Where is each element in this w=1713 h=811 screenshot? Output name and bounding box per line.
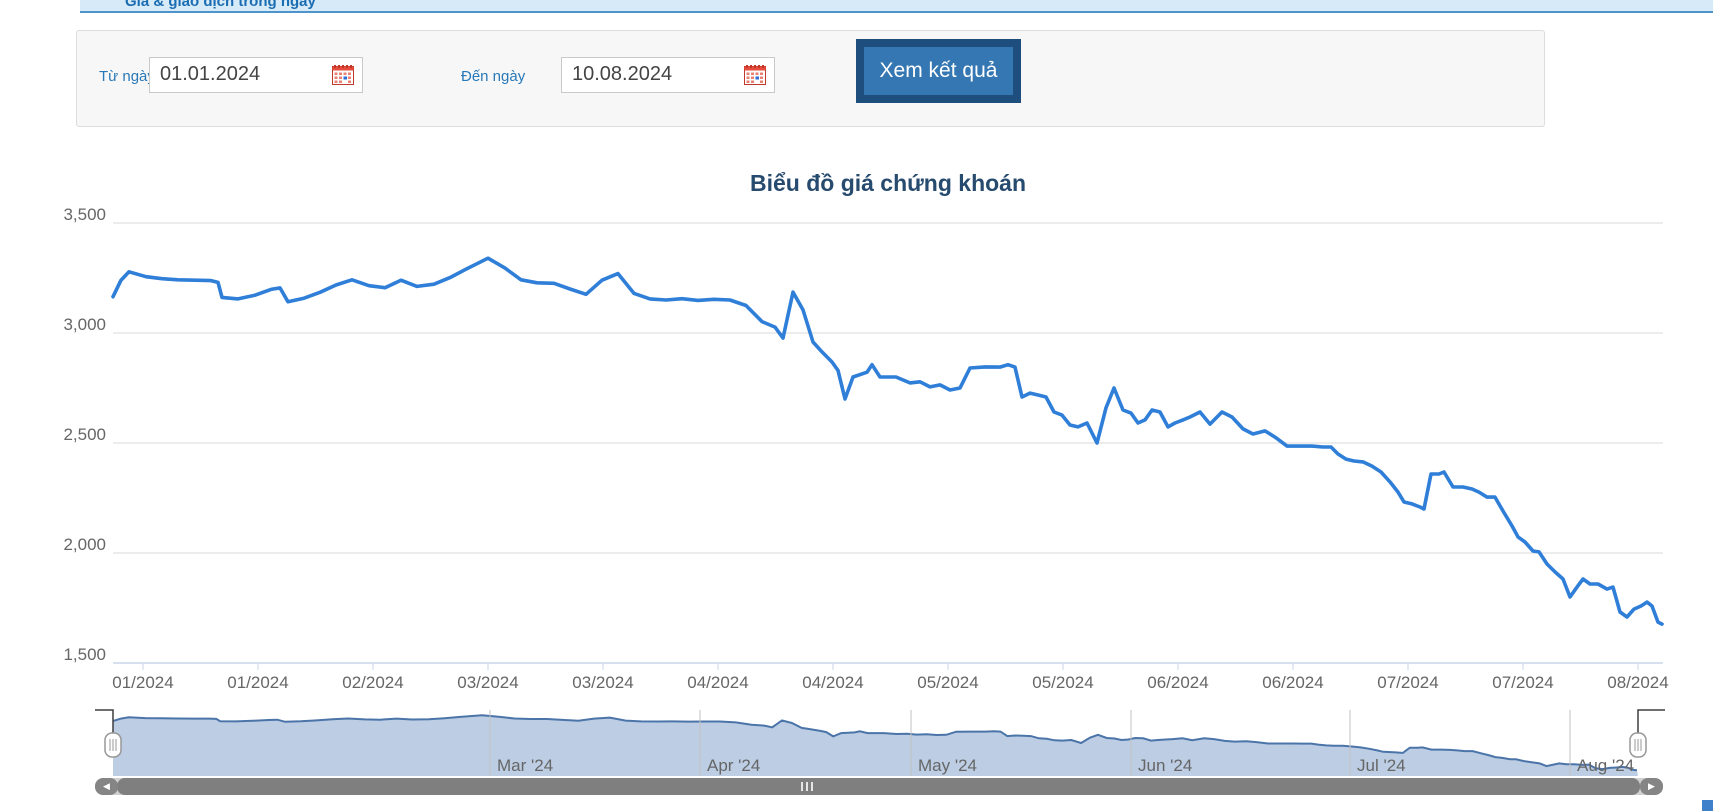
date-filter-panel: Từ ngày Đến ngày [76,30,1545,127]
x-axis-label: 01/2024 [227,673,288,692]
y-axis-label: 1,500 [63,645,106,664]
x-axis-label: 01/2024 [112,673,173,692]
navigator-area [113,715,1638,776]
from-date-label: Từ ngày [99,68,155,85]
x-axis-label: 08/2024 [1607,673,1668,692]
x-axis-label: 05/2024 [1032,673,1093,692]
navigator-month-label: Mar '24 [497,756,553,775]
scrollbar-grip-icon [801,782,819,791]
scrollbar-left-button[interactable]: ◀ [95,778,118,795]
page-corner-decoration [1702,800,1713,811]
y-axis-label: 2,000 [63,535,106,554]
x-axis-label: 03/2024 [457,673,518,692]
scrollbar-thumb[interactable] [117,778,1640,795]
from-date-box [149,57,363,93]
calendar-icon[interactable] [744,65,766,85]
to-date-box [561,57,775,93]
x-axis-label: 02/2024 [342,673,403,692]
x-axis-label: 04/2024 [802,673,863,692]
navigator-line [112,714,1638,772]
y-axis-label: 3,500 [63,205,106,224]
top-tab-bar: Giá & giao dịch trong ngày [80,0,1713,13]
x-axis-label: 07/2024 [1492,673,1553,692]
x-axis-label: 04/2024 [687,673,748,692]
x-axis-label: 06/2024 [1262,673,1323,692]
scrollbar-right-button[interactable]: ▶ [1640,778,1663,795]
x-axis-label: 07/2024 [1377,673,1438,692]
view-results-button[interactable]: Xem kết quả [856,39,1021,103]
navigator-month-label: Jun '24 [1138,756,1192,775]
from-date-input[interactable] [160,58,320,90]
chart-title: Biểu đồ giá chứng khoán [749,170,1027,196]
to-date-input[interactable] [572,58,732,90]
to-date-label: Đến ngày [461,68,526,85]
navigator-month-label: Apr '24 [707,756,760,775]
navigator-month-label: Aug '24 [1577,756,1634,775]
y-axis-label: 2,500 [63,425,106,444]
navigator-month-label: Jul '24 [1357,756,1406,775]
calendar-icon[interactable] [332,65,354,85]
tab-price-intraday[interactable]: Giá & giao dịch trong ngày [125,0,316,10]
y-axis-label: 3,000 [63,315,106,334]
x-axis-label: 03/2024 [572,673,633,692]
price-line [111,256,1664,626]
x-axis-label: 06/2024 [1147,673,1208,692]
x-axis-label: 05/2024 [917,673,978,692]
navigator-month-label: May '24 [918,756,977,775]
